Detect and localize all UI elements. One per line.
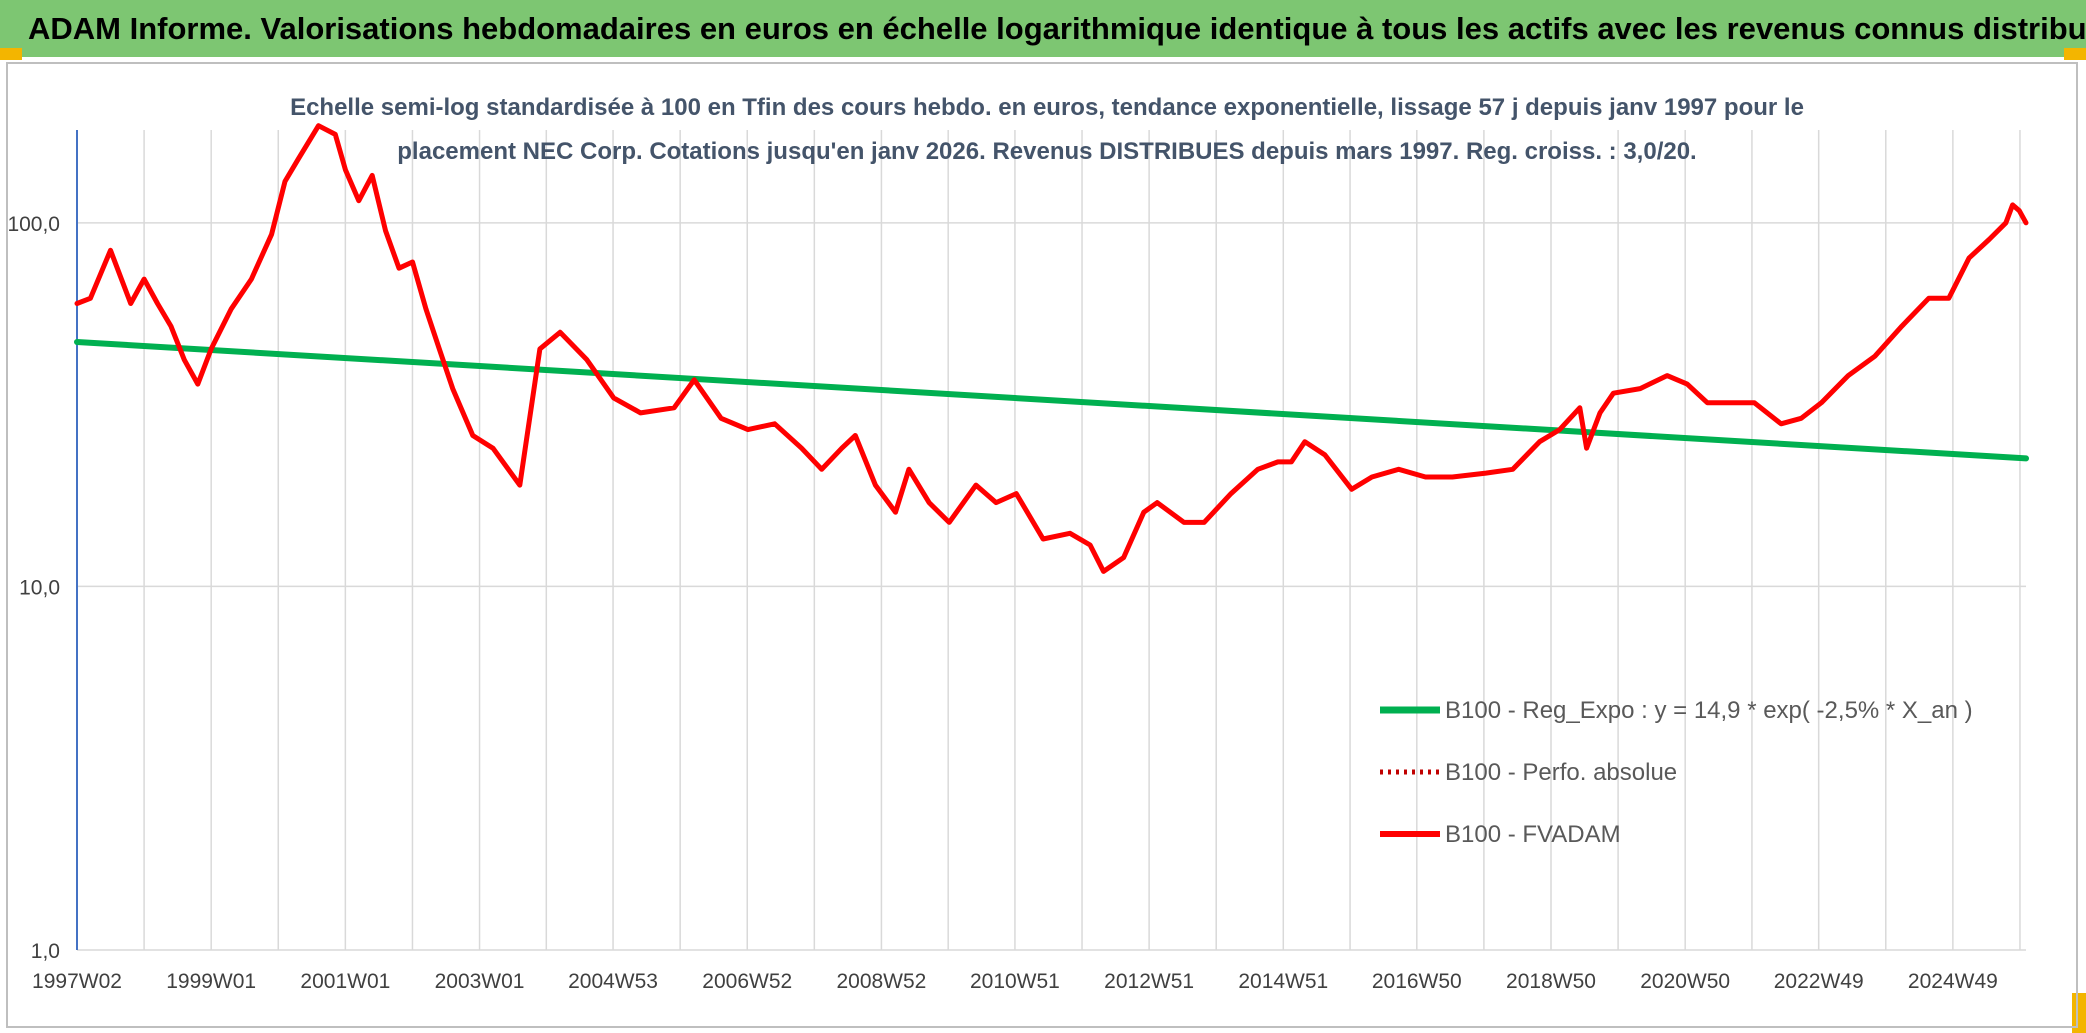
x-tick-label: 1997W02 — [32, 970, 122, 993]
x-tick-label: 2022W49 — [1774, 970, 1864, 993]
x-tick-label: 2020W50 — [1640, 970, 1730, 993]
series-line-2 — [74, 123, 2029, 574]
x-tick-label: 2010W51 — [970, 970, 1060, 993]
y-tick-label: 1,0 — [31, 940, 60, 963]
y-tick-label: 100,0 — [7, 213, 60, 236]
series — [74, 123, 2029, 574]
chart-title-line: Echelle semi-log standardisée à 100 en T… — [290, 94, 1804, 121]
x-tick-label: 2008W52 — [836, 970, 926, 993]
x-tick-label: 2018W50 — [1506, 970, 1596, 993]
corner-accent-bottom-right — [2072, 993, 2086, 1033]
grid — [77, 130, 2026, 951]
legend-label-1: B100 - Perfo. absolue — [1445, 759, 1677, 786]
x-tick-label: 2012W51 — [1104, 970, 1194, 993]
x-tick-label: 2024W49 — [1908, 970, 1998, 993]
y-tick-label: 10,0 — [19, 576, 60, 599]
x-tick-label: 2016W50 — [1372, 970, 1462, 993]
chart-title: Echelle semi-log standardisée à 100 en T… — [290, 94, 1804, 165]
legend: B100 - Reg_Expo : y = 14,9 * exp( -2,5% … — [1380, 697, 1973, 848]
report-banner: ADAM Informe. Valorisations hebdomadaire… — [0, 0, 2086, 57]
chart-title-line: placement NEC Corp. Cotations jusqu'en j… — [397, 138, 1696, 165]
legend-label-0: B100 - Reg_Expo : y = 14,9 * exp( -2,5% … — [1445, 697, 1973, 724]
corner-accent-right — [2064, 48, 2086, 60]
x-tick-label: 1999W01 — [166, 970, 256, 993]
corner-accent-left — [0, 48, 22, 60]
x-tick-label: 2003W01 — [435, 970, 525, 993]
series-line-0 — [74, 339, 2029, 462]
x-tick-label: 2006W52 — [702, 970, 792, 993]
legend-label-2: B100 - FVADAM — [1445, 821, 1621, 848]
x-tick-label: 2014W51 — [1238, 970, 1328, 993]
x-tick-label: 2004W53 — [568, 970, 658, 993]
x-tick-label: 2001W01 — [300, 970, 390, 993]
chart-frame — [6, 62, 2078, 1028]
axes: 1,0 10,0 100,0 1997W02 1999W01 2001W01 2003W01… — [7, 130, 1998, 993]
